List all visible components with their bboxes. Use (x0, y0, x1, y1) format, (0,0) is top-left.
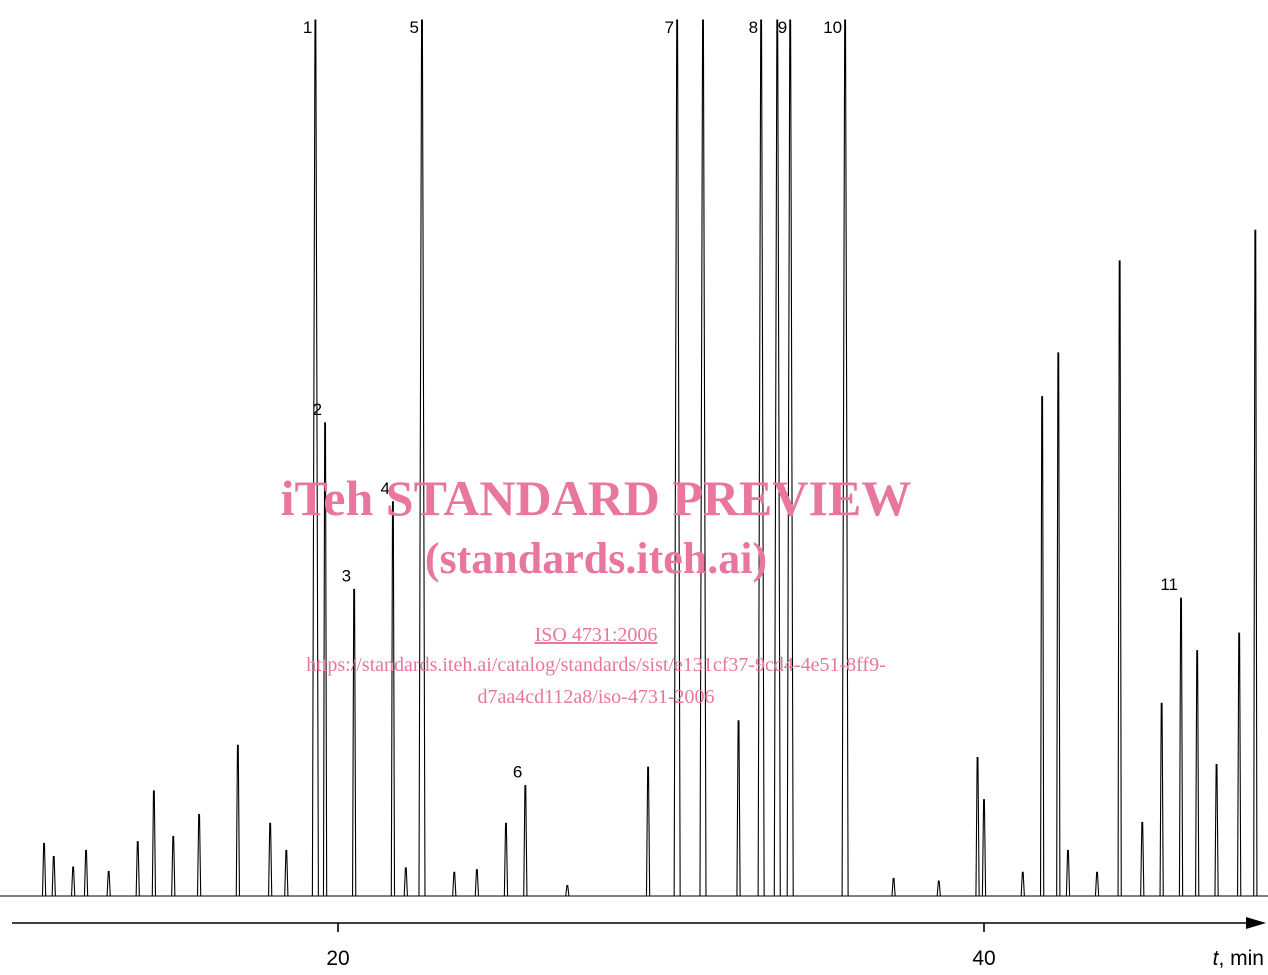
chromatogram-peak (403, 867, 408, 897)
peak-label: 7 (665, 18, 674, 37)
chromatogram-peak (41, 842, 47, 897)
chromatogram-peak (322, 422, 328, 897)
chromatogram-peak (1195, 650, 1200, 897)
watermark-subtitle: (standards.iteh.ai) (425, 534, 767, 583)
chromatogram-peak (1178, 597, 1184, 897)
chromatogram-peak (699, 19, 707, 897)
chromatogram-peak (235, 744, 241, 897)
chromatogram-peak (151, 790, 157, 897)
chromatogram-trace-layer (0, 19, 1268, 897)
peak-label: 4 (380, 479, 389, 498)
chromatogram-peak (474, 869, 480, 897)
chromatogram-peak (645, 766, 651, 897)
chromatogram-peak (268, 822, 273, 897)
chromatogram-peak (565, 884, 570, 897)
chromatogram-peak (1237, 632, 1242, 897)
chromatogram-peak (773, 19, 781, 897)
chromatogram-peak (351, 588, 357, 897)
chromatogram-peak (1056, 352, 1061, 897)
chromatogram-peak (284, 849, 289, 897)
chromatogram-peak (673, 19, 681, 897)
chromatogram-peak (736, 720, 741, 897)
peak-label: 1 (303, 18, 312, 37)
watermark: iTeh STANDARD PREVIEW (standards.iteh.ai… (281, 470, 912, 708)
time-axis: 204060t, min (12, 917, 1266, 970)
chromatogram-peak (135, 841, 140, 897)
x-tick-label: 20 (326, 947, 349, 970)
chromatogram-peak (936, 880, 941, 897)
peak-label: 3 (342, 566, 351, 585)
chromatogram-peak (757, 19, 765, 897)
chromatogram-peak (1094, 871, 1100, 897)
chromatogram-peak (1214, 764, 1219, 897)
peak-label: 2 (313, 400, 322, 419)
chromatogram-peak (51, 856, 56, 897)
chromatogram-peak (1159, 702, 1164, 897)
chromatogram-peak (503, 822, 509, 897)
x-axis-title-symbol: t (1213, 947, 1220, 970)
chromatogram-peak (1140, 821, 1145, 897)
chromatogram-peak (390, 501, 396, 897)
peak-label: 9 (778, 18, 787, 37)
watermark-url-line2[interactable]: d7aa4cd112a8/iso-4731-2006 (478, 686, 715, 708)
chromatogram-peak (1117, 260, 1122, 897)
chromatogram-peak (841, 19, 849, 897)
chromatogram-peak (523, 785, 528, 897)
chromatogram-peak (981, 799, 987, 897)
watermark-doc-id[interactable]: ISO 4731:2006 (535, 624, 658, 646)
chromatogram-peak (171, 835, 176, 897)
peak-label: 11 (1160, 575, 1178, 594)
chromatogram-peak (452, 871, 457, 897)
peak-labels: 123456789101112131415 (303, 18, 1178, 782)
chromatogram-peak (1039, 396, 1045, 897)
chromatogram-peak (1253, 229, 1258, 897)
chromatogram-peak (83, 849, 89, 897)
chromatogram-peak (786, 19, 794, 897)
x-axis-title: t, min (1213, 947, 1264, 970)
chromatogram-peak (106, 870, 111, 897)
peak-label: 10 (823, 18, 842, 37)
chromatogram-peak (418, 19, 426, 897)
chromatogram-peak (311, 19, 319, 897)
chromatogram-peak (1065, 849, 1071, 897)
x-tick-label: 40 (972, 947, 995, 970)
peak-label: 6 (513, 763, 522, 782)
x-axis-title-unit: , min (1218, 947, 1264, 970)
chromatogram-peak (975, 757, 980, 897)
peak-label: 8 (749, 18, 758, 37)
x-axis-arrow-icon (1246, 917, 1266, 929)
peak-label: 5 (410, 18, 419, 37)
watermark-title: iTeh STANDARD PREVIEW (281, 470, 912, 526)
chromatogram-peak (1020, 871, 1025, 897)
chromatogram-peak (891, 877, 896, 897)
chromatogram-peak (70, 866, 76, 897)
chromatogram-peak (196, 813, 202, 897)
watermark-url-line1[interactable]: https://standards.iteh.ai/catalog/standa… (306, 654, 885, 676)
